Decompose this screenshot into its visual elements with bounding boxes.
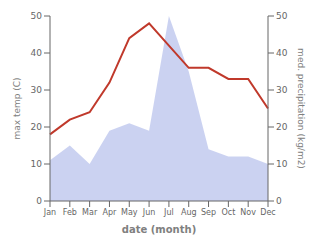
svg-text:0: 0 bbox=[36, 196, 42, 206]
svg-text:max temp (C): max temp (C) bbox=[12, 77, 22, 139]
svg-text:20: 20 bbox=[31, 122, 43, 132]
svg-text:10: 10 bbox=[276, 159, 288, 169]
svg-text:Mar: Mar bbox=[82, 208, 98, 217]
svg-text:date (month): date (month) bbox=[122, 224, 196, 235]
svg-text:Jan: Jan bbox=[43, 208, 56, 217]
svg-text:20: 20 bbox=[276, 122, 288, 132]
svg-text:Jun: Jun bbox=[142, 208, 156, 217]
svg-text:0: 0 bbox=[276, 196, 282, 206]
svg-text:Dec: Dec bbox=[260, 208, 275, 217]
svg-text:Oct: Oct bbox=[221, 208, 235, 217]
svg-text:Sep: Sep bbox=[201, 208, 216, 217]
svg-text:50: 50 bbox=[31, 11, 43, 21]
svg-text:50: 50 bbox=[276, 11, 288, 21]
svg-text:30: 30 bbox=[276, 85, 288, 95]
svg-text:40: 40 bbox=[31, 48, 43, 58]
svg-text:med. precipitation (kg/m2): med. precipitation (kg/m2) bbox=[296, 48, 306, 169]
svg-text:Nov: Nov bbox=[240, 208, 256, 217]
svg-text:May: May bbox=[121, 208, 138, 217]
svg-text:Jul: Jul bbox=[163, 208, 174, 217]
svg-text:Feb: Feb bbox=[63, 208, 77, 217]
svg-text:30: 30 bbox=[31, 85, 43, 95]
svg-text:40: 40 bbox=[276, 48, 288, 58]
svg-text:10: 10 bbox=[31, 159, 43, 169]
svg-text:Apr: Apr bbox=[103, 208, 118, 217]
svg-text:Aug: Aug bbox=[181, 208, 197, 217]
